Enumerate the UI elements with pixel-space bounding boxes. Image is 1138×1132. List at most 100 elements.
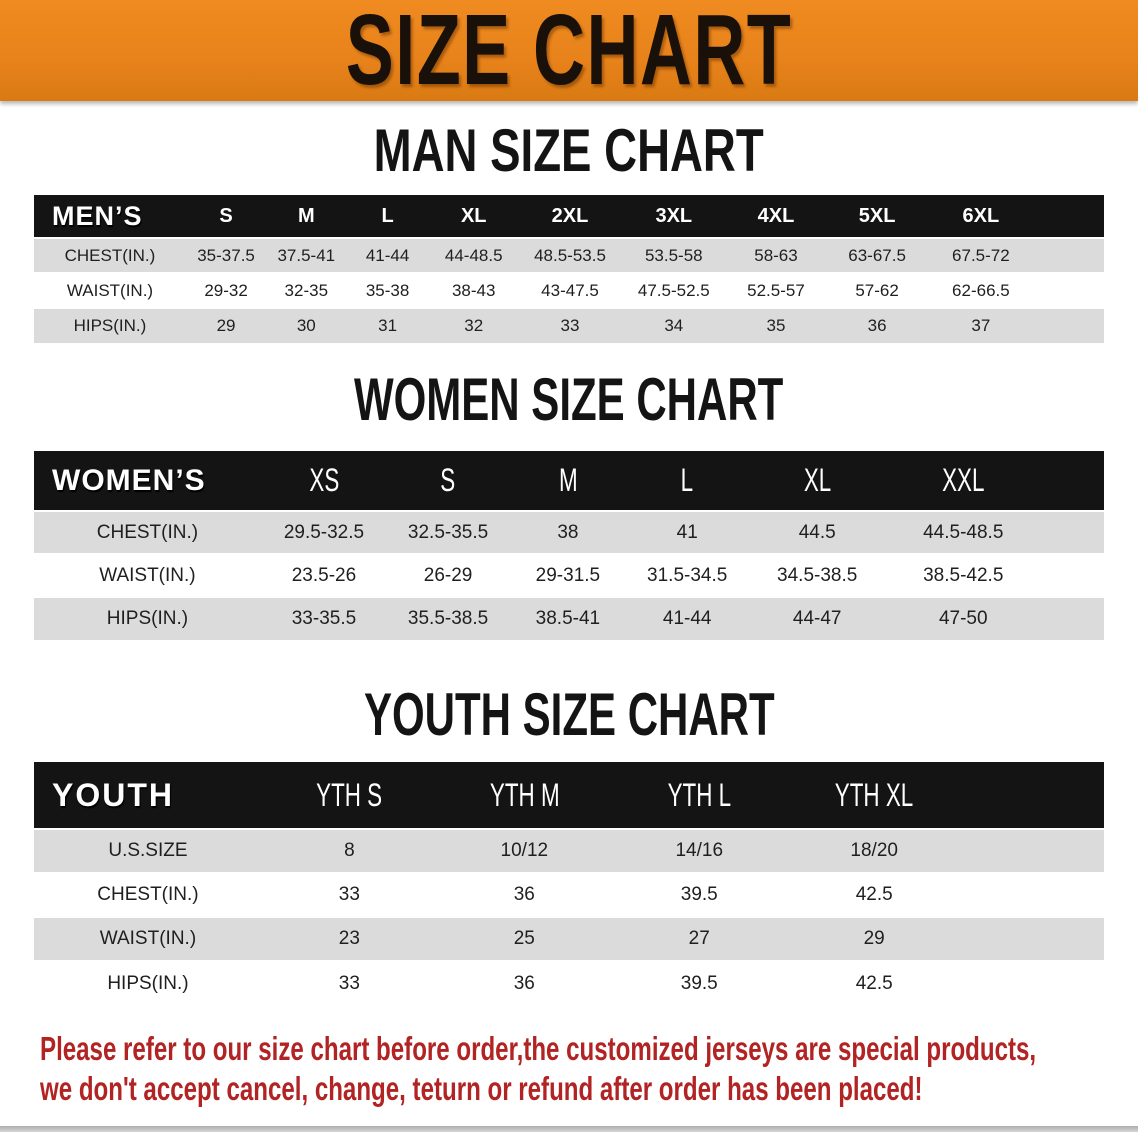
col-header-text: L (680, 462, 694, 498)
measurement-value: 26-29 (387, 553, 510, 597)
bottom-edge-strip (0, 1126, 1138, 1132)
measurement-value: 33 (261, 872, 437, 917)
measurement-value: 42.5 (786, 872, 962, 917)
measurement-row: WAIST(IN.) 23.5-26 26-29 29-31.5 31.5-34.5 34… (34, 553, 1104, 597)
col-header-text: XL (460, 204, 487, 227)
col-header-text: XL (803, 462, 831, 498)
measurement-value: 29 (185, 307, 267, 343)
row-label: CHEST(IN.) (34, 237, 186, 273)
men-size-table: MEN’S S M L XL 2XL 3XL 4XL 5XL 6XL CHEST(IN.) 35-37… (34, 195, 1104, 343)
measurement-value: 62-66.5 (928, 272, 1034, 308)
col-header-4xl: 4XL (726, 195, 826, 238)
measurement-value: 29 (786, 916, 962, 961)
measurement-value: 31.5-34.5 (626, 553, 748, 597)
measurement-value: 23 (261, 916, 437, 961)
group-label-cell: YOUTH (34, 762, 262, 829)
col-header-xs: XS (260, 451, 388, 511)
measurement-row: U.S.SIZE 8 10/12 14/16 18/20 (34, 828, 1104, 873)
size-header-row: MEN’S S M L XL 2XL 3XL 4XL 5XL 6XL (34, 195, 1104, 238)
col-header-s: S (387, 451, 510, 511)
col-header-text: 5XL (858, 204, 896, 227)
col-header-text: YTH M (489, 776, 560, 813)
col-header-text: 3XL (655, 204, 693, 227)
measurement-value: 31 (346, 307, 429, 343)
footer-disclaimer: Please refer to our size chart before or… (40, 1029, 1138, 1109)
col-header-yth-l: YTH L (611, 762, 787, 829)
measurement-row: CHEST(IN.) 33 36 39.5 42.5 (34, 872, 1104, 917)
col-header-l: L (626, 451, 748, 511)
measurement-value: 38.5-42.5 (886, 553, 1040, 597)
measurement-value: 33-35.5 (260, 596, 388, 640)
filler-cell (1033, 307, 1104, 343)
filler-cell (1039, 596, 1104, 640)
col-header-text: M (558, 462, 578, 498)
footer-line-2: we don't accept cancel, change, teturn o… (40, 1070, 923, 1107)
filler-cell (1039, 510, 1104, 554)
group-label-cell: MEN’S (34, 195, 186, 238)
measurement-value: 57-62 (825, 272, 929, 308)
filler-cell (961, 872, 1104, 917)
col-header-m: M (266, 195, 347, 238)
measurement-value: 67.5-72 (928, 237, 1034, 273)
filler-cell (961, 916, 1104, 961)
measurement-value: 39.5 (611, 872, 787, 917)
measurement-value: 36 (436, 960, 612, 1005)
group-label-cell: WOMEN’S (34, 451, 261, 511)
measurement-value: 10/12 (436, 828, 612, 873)
man-size-chart-heading: MAN SIZE CHART (0, 121, 1138, 181)
measurement-value: 29.5-32.5 (260, 510, 388, 554)
group-label-text: WOMEN’S (52, 463, 206, 497)
measurement-value: 44-47 (747, 596, 887, 640)
measurement-value: 37.5-41 (266, 237, 347, 273)
measurement-value: 34 (621, 307, 727, 343)
col-header-xl: XL (428, 195, 519, 238)
measurement-value: 32.5-35.5 (387, 510, 510, 554)
group-label-text: YOUTH (52, 776, 174, 813)
filler-cell (1033, 237, 1104, 273)
col-header-text: S (219, 204, 233, 227)
size-chart-banner: SIZE CHART (0, 0, 1138, 101)
size-header-row: YOUTH YTH S YTH M YTH L YTH XL (34, 762, 1104, 829)
col-header-text: 2XL (551, 204, 589, 227)
size-header-row: WOMEN’S XS S M L XL XXL (34, 451, 1104, 511)
col-header-text: YTH L (667, 776, 731, 813)
measurement-value: 34.5-38.5 (747, 553, 887, 597)
filler-header-cell (1033, 195, 1104, 238)
measurement-value: 48.5-53.5 (518, 237, 622, 273)
measurement-value: 52.5-57 (726, 272, 826, 308)
col-header-2xl: 2XL (518, 195, 622, 238)
measurement-value: 38 (509, 510, 627, 554)
col-header-xl: XL (747, 451, 887, 511)
measurement-value: 36 (436, 872, 612, 917)
measurement-value: 25 (436, 916, 612, 961)
measurement-row: WAIST(IN.) 29-32 32-35 35-38 38-43 43-47.5 47.… (34, 272, 1104, 308)
filler-header-cell (961, 762, 1104, 829)
col-header-text: M (297, 204, 315, 227)
col-header-5xl: 5XL (825, 195, 929, 238)
filler-cell (1039, 553, 1104, 597)
youth-size-chart-heading: YOUTH SIZE CHART (0, 685, 1138, 745)
measurement-row: HIPS(IN.) 33-35.5 35.5-38.5 38.5-41 41-44 44-… (34, 596, 1104, 640)
row-label: WAIST(IN.) (34, 553, 261, 597)
youth-size-section: YOUTH SIZE CHART YOUTH YTH S YTH M YTH L YTH… (0, 685, 1138, 1005)
measurement-value: 38.5-41 (509, 596, 627, 640)
women-size-table: WOMEN’S XS S M L XL XXL CHEST(IN.) 29.5-32.5 32.5… (34, 451, 1104, 640)
measurement-value: 33 (518, 307, 622, 343)
col-header-text: 4XL (757, 204, 795, 227)
col-header-text: S (440, 462, 456, 498)
measurement-value: 29-31.5 (509, 553, 627, 597)
col-header-m: M (509, 451, 627, 511)
women-size-section: WOMEN SIZE CHART WOMEN’S XS S M L XL XXL CHEST(… (0, 370, 1138, 640)
measurement-value: 29-32 (185, 272, 267, 308)
col-header-text: YTH XL (834, 776, 914, 813)
col-header-3xl: 3XL (621, 195, 727, 238)
measurement-value: 38-43 (428, 272, 519, 308)
col-header-text: XS (309, 462, 339, 498)
measurement-value: 47.5-52.5 (621, 272, 727, 308)
measurement-value: 33 (261, 960, 437, 1005)
man-size-section: MAN SIZE CHART MEN’S S M L XL 2XL 3XL 4XL 5XL 6XL… (0, 121, 1138, 343)
measurement-value: 44.5-48.5 (886, 510, 1040, 554)
measurement-value: 27 (611, 916, 787, 961)
measurement-value: 32-35 (266, 272, 347, 308)
measurement-value: 42.5 (786, 960, 962, 1005)
